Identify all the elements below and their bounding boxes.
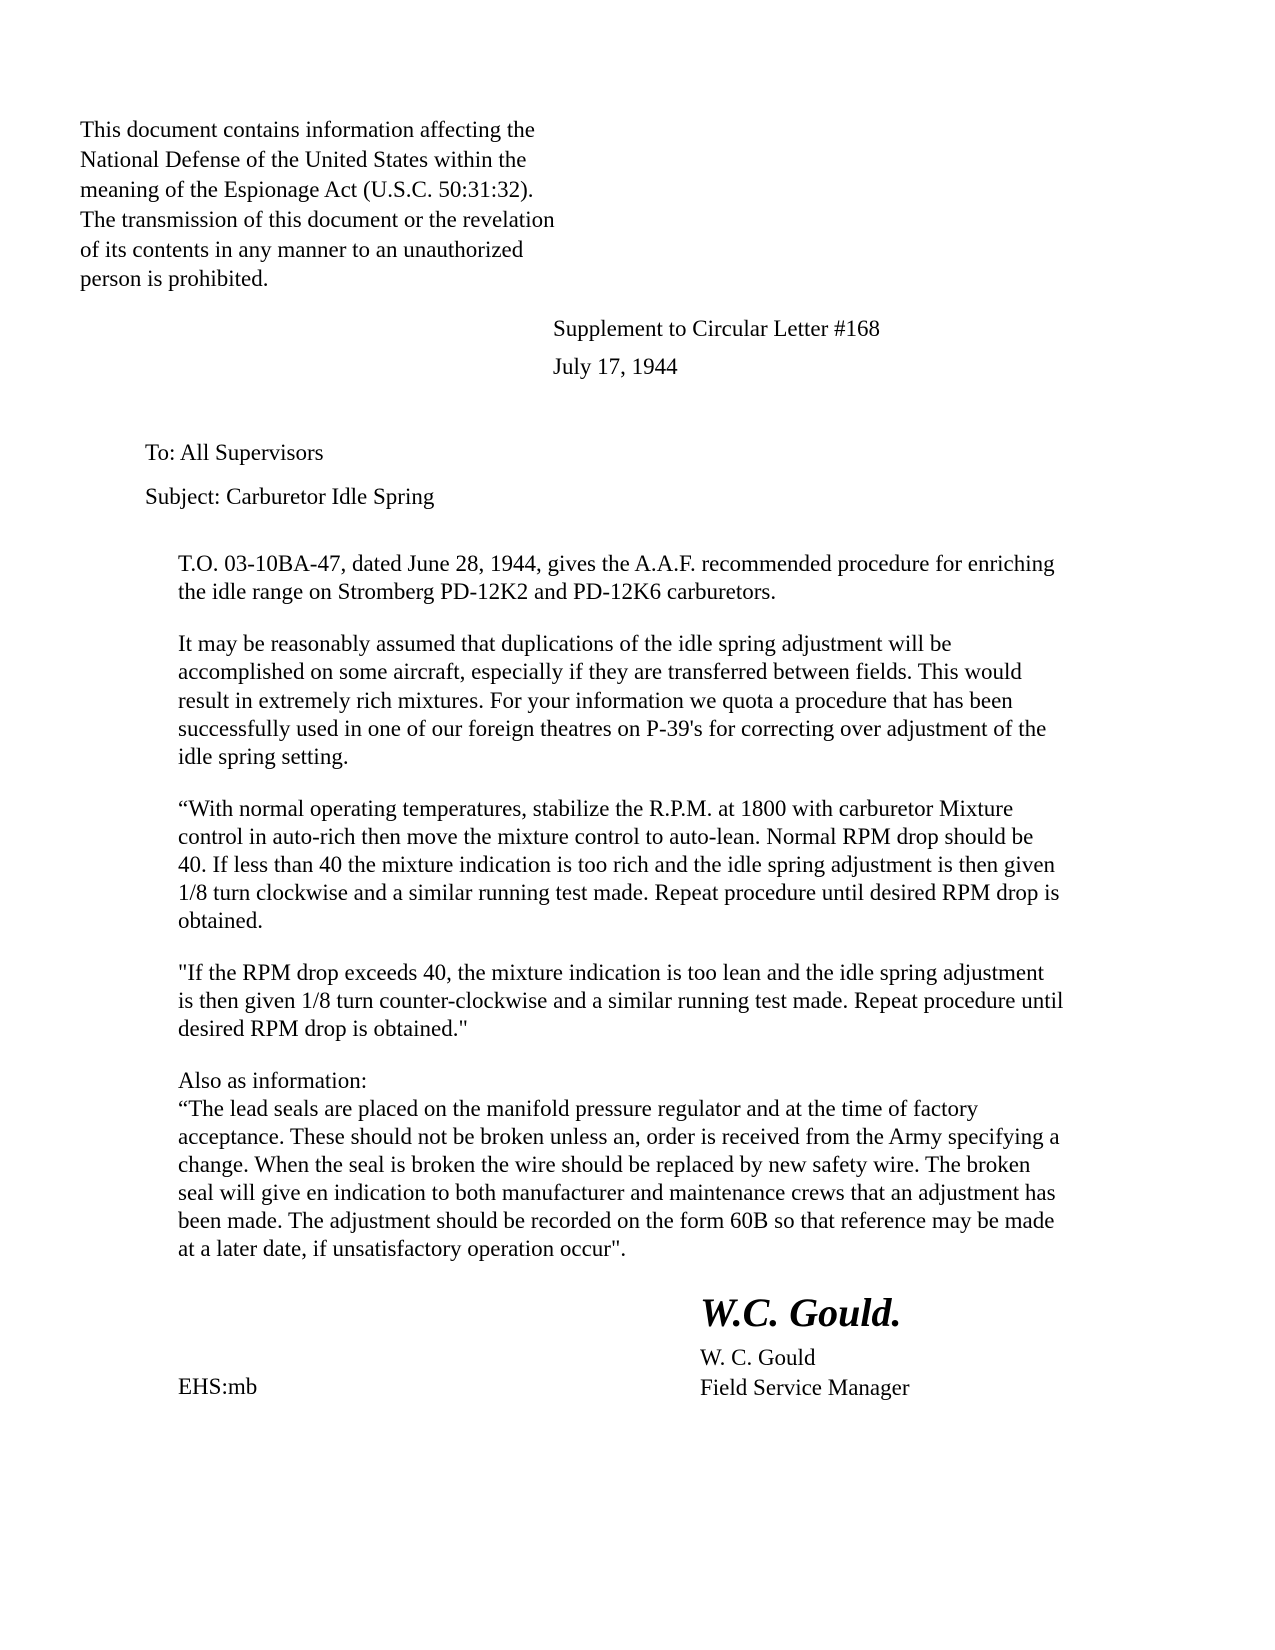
- signature-block: W.C. Gould. W. C. Gould Field Service Ma…: [700, 1293, 1195, 1403]
- also-info-body: “The lead seals are placed on the manifo…: [178, 1096, 1060, 1261]
- signatory-title: Field Service Manager: [700, 1375, 909, 1400]
- signature-script: W.C. Gould.: [700, 1293, 1195, 1333]
- also-info-lead: Also as information:: [178, 1068, 367, 1093]
- body-paragraph: "If the RPM drop exceeds 40, the mixture…: [178, 959, 1065, 1043]
- body-paragraph: “With normal operating temperatures, sta…: [178, 795, 1065, 935]
- to-line: To: All Supervisors: [145, 440, 1195, 466]
- addressing-block: To: All Supervisors Subject: Carburetor …: [145, 440, 1195, 510]
- signature-name: W. C. Gould Field Service Manager: [700, 1343, 1195, 1403]
- body-paragraph: It may be reasonably assumed that duplic…: [178, 630, 1065, 770]
- supplement-line: Supplement to Circular Letter #168: [553, 316, 1195, 342]
- body-paragraph: T.O. 03-10BA-47, dated June 28, 1944, gi…: [178, 550, 1065, 606]
- body-content: T.O. 03-10BA-47, dated June 28, 1944, gi…: [178, 550, 1065, 1263]
- header-right-block: Supplement to Circular Letter #168 July …: [553, 316, 1195, 380]
- subject-line: Subject: Carburetor Idle Spring: [145, 484, 1195, 510]
- signatory-name: W. C. Gould: [700, 1345, 815, 1370]
- date-line: July 17, 1944: [553, 354, 1195, 380]
- typist-reference: EHS:mb: [178, 1374, 257, 1400]
- also-info-block: Also as information: “The lead seals are…: [178, 1067, 1065, 1263]
- classification-notice: This document contains information affec…: [80, 115, 570, 294]
